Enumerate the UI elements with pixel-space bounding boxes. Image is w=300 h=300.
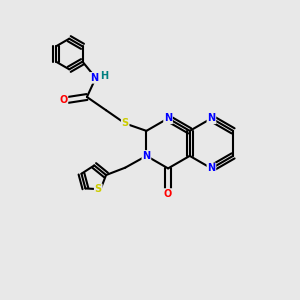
Text: O: O	[59, 95, 68, 105]
Text: N: N	[164, 113, 172, 123]
Text: O: O	[164, 189, 172, 199]
Text: S: S	[95, 184, 102, 194]
Text: N: N	[207, 113, 215, 123]
Text: N: N	[142, 151, 151, 161]
Text: N: N	[90, 73, 98, 83]
Text: H: H	[100, 71, 108, 81]
Text: S: S	[122, 118, 129, 128]
Text: N: N	[207, 164, 215, 173]
